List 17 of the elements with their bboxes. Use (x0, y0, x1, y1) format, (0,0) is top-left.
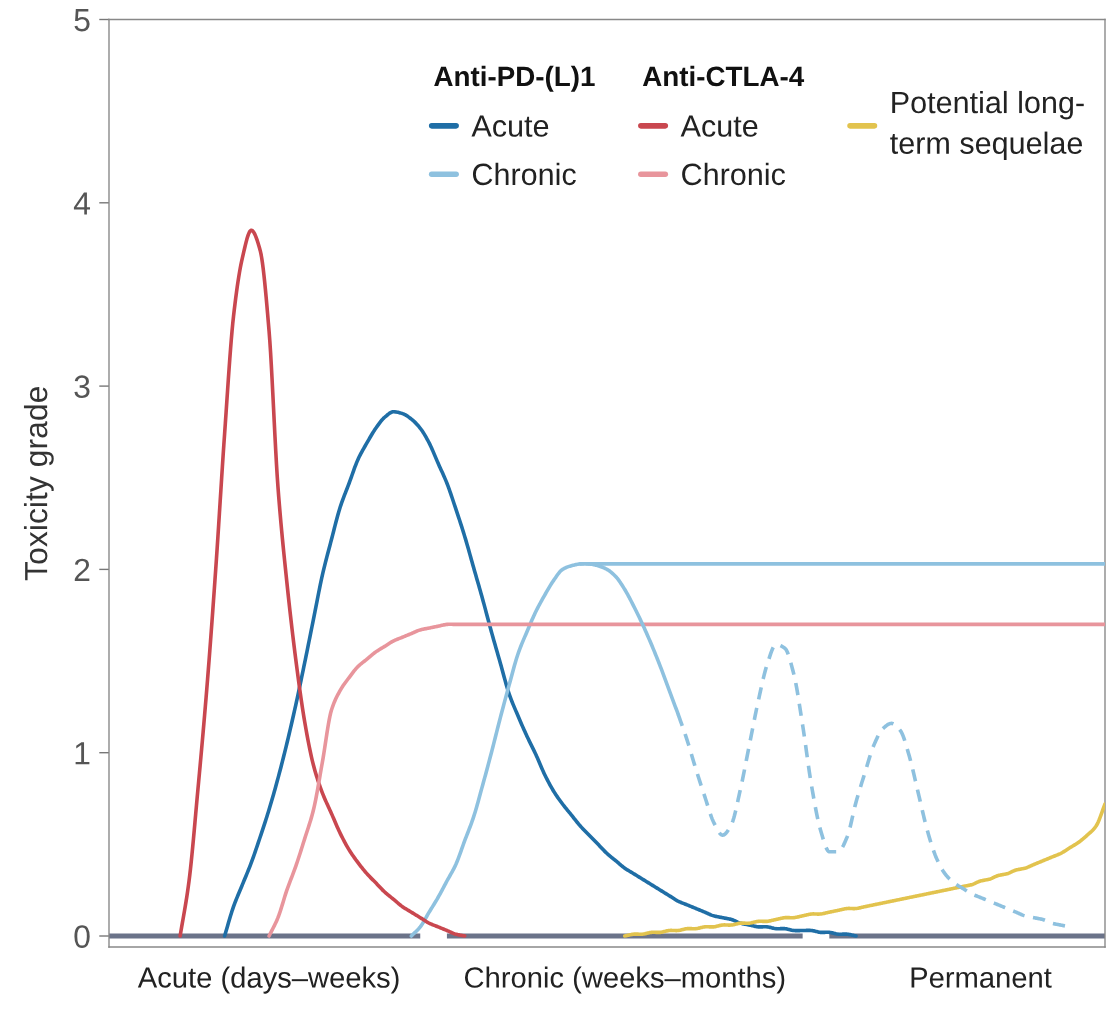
y-tick-label: 4 (73, 192, 91, 215)
annotation: Anti-PD-(L)1 (434, 65, 595, 92)
y-tick-label: 2 (74, 558, 90, 581)
legend-label: Chronic (682, 162, 786, 186)
x-tick-label: Permanent (911, 967, 1052, 988)
legend-label: Acute (680, 115, 758, 137)
legend-label: Chronic (472, 162, 576, 186)
y-tick-label: 5 (74, 9, 90, 32)
y-axis-title: Toxicity grade (23, 387, 54, 581)
legend-label: Acute (471, 115, 549, 137)
x-tick-label: Acute (days–weeks) (137, 966, 399, 994)
annotation: Anti-CTLA-4 (642, 65, 805, 87)
x-tick-label: Chronic (weeks–months) (464, 966, 785, 994)
y-tick-label: 1 (75, 742, 90, 765)
y-tick-label: 3 (74, 375, 90, 398)
legend-label: Potential long- term sequelae (890, 90, 1084, 161)
y-tick-label: 0 (74, 925, 90, 948)
